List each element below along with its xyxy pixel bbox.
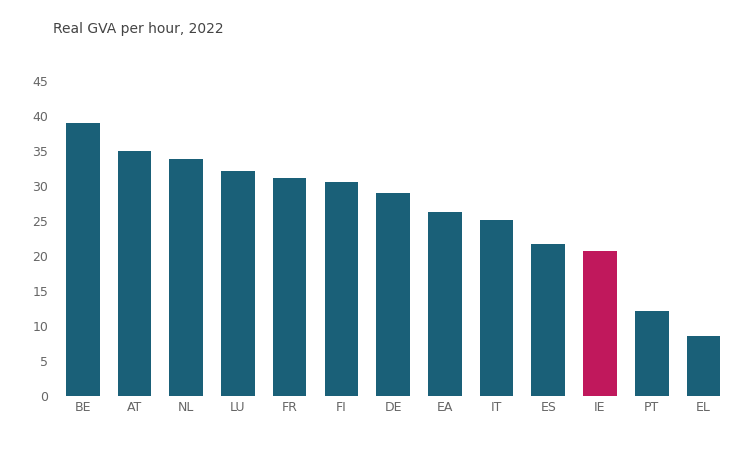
Bar — [66, 123, 100, 396]
Bar — [324, 182, 358, 396]
Bar — [118, 151, 151, 396]
Bar — [686, 336, 720, 396]
Text: Real GVA per hour, 2022: Real GVA per hour, 2022 — [53, 22, 224, 36]
Bar — [531, 244, 565, 396]
Bar — [273, 178, 306, 396]
Bar — [428, 212, 462, 396]
Bar — [583, 251, 617, 396]
Bar — [635, 310, 668, 396]
Bar — [222, 171, 255, 396]
Bar — [169, 159, 203, 396]
Bar — [376, 193, 410, 396]
Bar — [480, 220, 513, 396]
